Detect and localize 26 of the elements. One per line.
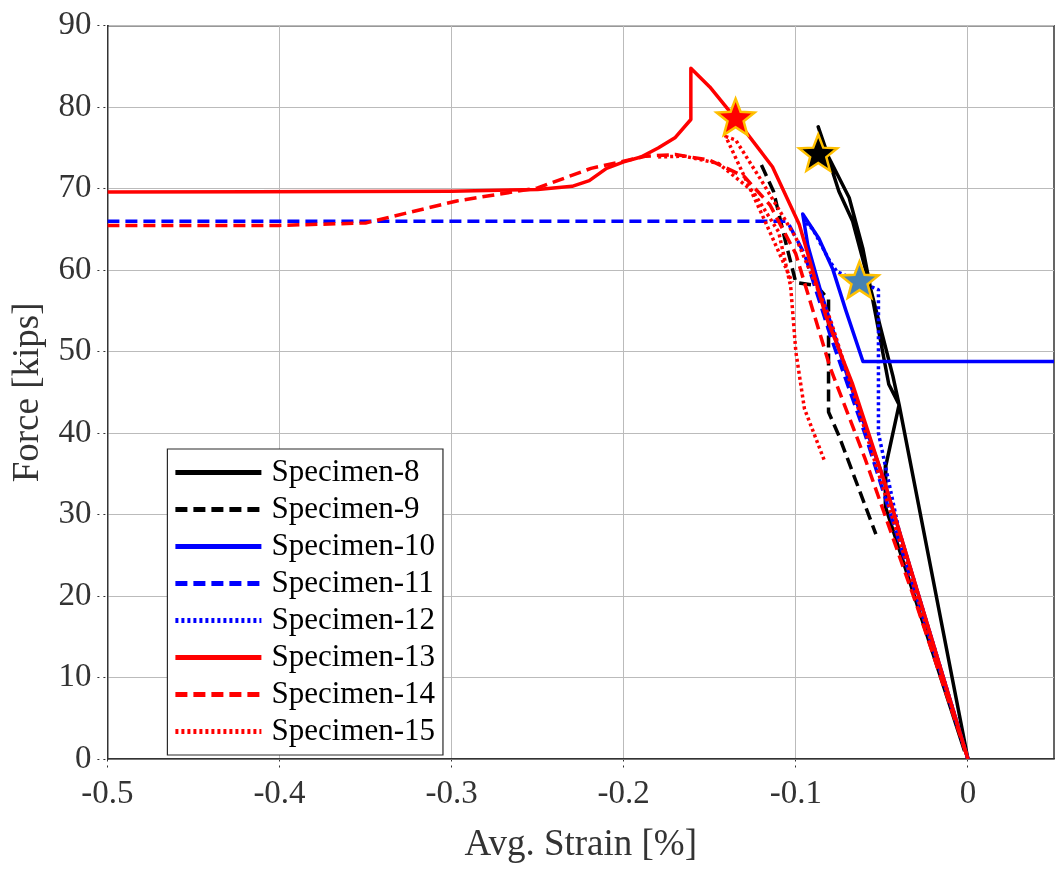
y-tick-label: 50: [58, 331, 92, 368]
legend-label: Specimen-8: [271, 452, 420, 488]
y-tick-label: 90: [58, 5, 92, 42]
x-tick-label: -0.3: [425, 774, 478, 811]
x-tick-label: -0.4: [253, 774, 306, 811]
legend-label: Specimen-9: [271, 489, 420, 525]
x-tick-label: -0.1: [769, 774, 822, 811]
legend-label: Specimen-14: [271, 674, 436, 710]
x-axis-title: Avg. Strain [%]: [464, 821, 697, 863]
legend-label: Specimen-12: [271, 600, 435, 636]
y-axis-title: Force [kips]: [4, 302, 46, 483]
y-tick-label: 80: [58, 86, 92, 123]
legend-label: Specimen-11: [271, 563, 434, 599]
legend-label: Specimen-10: [271, 526, 435, 562]
y-tick-label: 70: [58, 168, 92, 205]
x-tick-label: -0.5: [81, 774, 134, 811]
y-tick-label: 0: [74, 738, 92, 775]
y-tick-label: 20: [58, 575, 92, 612]
y-tick-label: 60: [58, 249, 92, 286]
legend-label: Specimen-15: [271, 711, 435, 747]
y-tick-label: 30: [58, 494, 92, 531]
x-tick-label: -0.2: [597, 774, 650, 811]
legend-label: Specimen-13: [271, 637, 435, 673]
y-tick-label: 40: [58, 412, 92, 449]
x-tick-label: 0: [959, 774, 977, 811]
y-tick-label: 10: [58, 657, 92, 694]
